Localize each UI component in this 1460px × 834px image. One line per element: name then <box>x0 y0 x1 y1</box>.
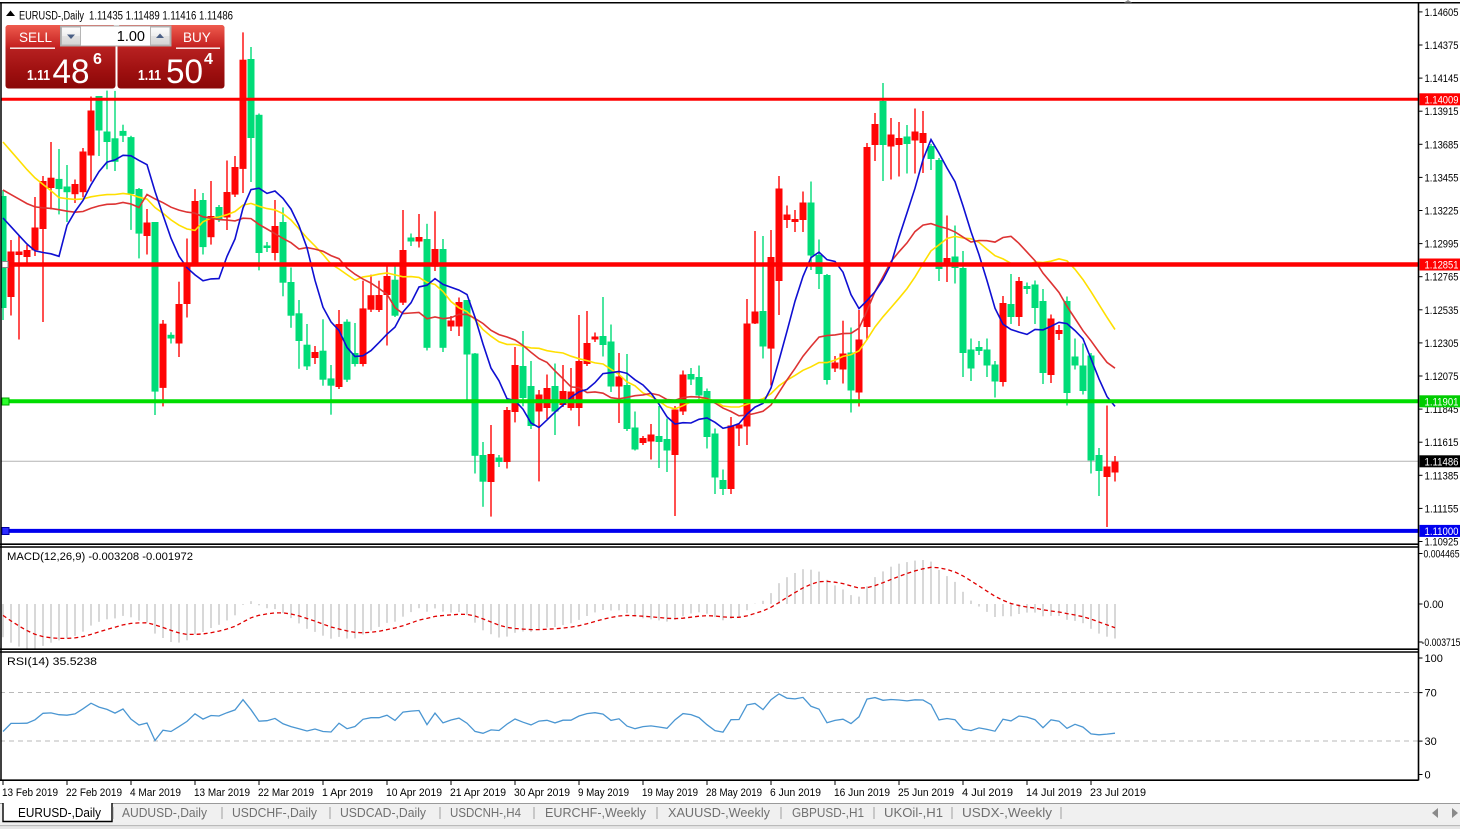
svg-text:22 Feb 2019: 22 Feb 2019 <box>66 787 122 799</box>
svg-text:1.13915: 1.13915 <box>1425 106 1459 118</box>
svg-text:22 Mar 2019: 22 Mar 2019 <box>258 787 314 799</box>
svg-text:1.14375: 1.14375 <box>1425 40 1459 52</box>
svg-text:28 May 2019: 28 May 2019 <box>706 787 762 799</box>
svg-text:14 Jul 2019: 14 Jul 2019 <box>1026 787 1082 799</box>
svg-text:USDCHF-,Daily: USDCHF-,Daily <box>232 806 318 820</box>
svg-text:RSI(14) 35.5238: RSI(14) 35.5238 <box>7 656 97 668</box>
svg-text:30: 30 <box>1425 736 1437 748</box>
svg-text:1.12995: 1.12995 <box>1425 239 1459 251</box>
svg-text:1.10925: 1.10925 <box>1425 537 1459 549</box>
svg-text:10 Apr 2019: 10 Apr 2019 <box>386 787 442 799</box>
svg-text:EURUSD-,Daily: EURUSD-,Daily <box>18 806 102 820</box>
svg-text:1.11155: 1.11155 <box>1425 503 1459 515</box>
svg-text:0: 0 <box>1425 770 1431 782</box>
svg-text:1.14145: 1.14145 <box>1425 73 1459 85</box>
svg-text:1.12765: 1.12765 <box>1425 272 1459 284</box>
svg-text:6 Jun 2019: 6 Jun 2019 <box>770 787 821 799</box>
svg-text:1.14009: 1.14009 <box>1425 94 1459 106</box>
svg-text:70: 70 <box>1425 688 1437 700</box>
svg-text:30 Apr 2019: 30 Apr 2019 <box>514 787 570 799</box>
svg-text:4 Mar 2019: 4 Mar 2019 <box>130 787 181 799</box>
svg-text:XAUUSD-,Weekly: XAUUSD-,Weekly <box>668 806 771 820</box>
svg-text:1.12305: 1.12305 <box>1425 338 1459 350</box>
svg-text:50: 50 <box>166 53 203 91</box>
svg-text:4 Jul 2019: 4 Jul 2019 <box>962 787 1013 799</box>
svg-text:1.12535: 1.12535 <box>1425 305 1459 317</box>
svg-text:1.11486: 1.11486 <box>1425 456 1459 468</box>
svg-text:21 Apr 2019: 21 Apr 2019 <box>450 787 506 799</box>
svg-text:13 Feb 2019: 13 Feb 2019 <box>2 787 58 799</box>
svg-text:1.00: 1.00 <box>117 29 145 45</box>
svg-text:9 May 2019: 9 May 2019 <box>578 787 629 799</box>
svg-text:SELL: SELL <box>19 30 53 45</box>
svg-text:13 Mar 2019: 13 Mar 2019 <box>194 787 250 799</box>
svg-text:1.11435 1.11489 1.11416 1.1148: 1.11435 1.11489 1.11416 1.11486 <box>89 11 233 23</box>
svg-text:1.12851: 1.12851 <box>1425 260 1459 272</box>
svg-text:1.13685: 1.13685 <box>1425 139 1459 151</box>
svg-text:1.11385: 1.11385 <box>1425 470 1459 482</box>
svg-text:1.11000: 1.11000 <box>1425 526 1459 538</box>
svg-text:MACD(12,26,9) -0.003208 -0.001: MACD(12,26,9) -0.003208 -0.001972 <box>7 551 193 563</box>
svg-text:48: 48 <box>53 53 90 91</box>
svg-text:19 May 2019: 19 May 2019 <box>642 787 698 799</box>
svg-text:0.00: 0.00 <box>1424 599 1444 611</box>
svg-text:23 Jul 2019: 23 Jul 2019 <box>1090 787 1146 799</box>
svg-text:6: 6 <box>93 51 102 68</box>
svg-text:1.11: 1.11 <box>138 68 161 84</box>
svg-text:EURUSD-,Daily: EURUSD-,Daily <box>19 11 84 23</box>
svg-text:GBPUSD-,H1: GBPUSD-,H1 <box>792 806 864 820</box>
svg-text:1.11: 1.11 <box>27 68 50 84</box>
svg-text:USDX-,Weekly: USDX-,Weekly <box>962 806 1053 820</box>
svg-text:1 Apr 2019: 1 Apr 2019 <box>322 787 373 799</box>
svg-text:1.12075: 1.12075 <box>1425 371 1459 383</box>
svg-text:1.14605: 1.14605 <box>1425 7 1459 19</box>
svg-text:1.13455: 1.13455 <box>1425 172 1459 184</box>
svg-text:4: 4 <box>204 51 213 68</box>
svg-text:UKOil-,H1: UKOil-,H1 <box>884 806 943 820</box>
svg-text:1.13225: 1.13225 <box>1425 206 1459 218</box>
svg-text:100: 100 <box>1425 653 1443 665</box>
svg-text:AUDUSD-,Daily: AUDUSD-,Daily <box>122 806 208 820</box>
svg-text:1.11615: 1.11615 <box>1425 437 1459 449</box>
svg-text:-0.003715: -0.003715 <box>1422 637 1460 649</box>
svg-text:16 Jun 2019: 16 Jun 2019 <box>834 787 890 799</box>
svg-text:USDCNH-,H4: USDCNH-,H4 <box>450 806 521 820</box>
svg-text:EURCHF-,Weekly: EURCHF-,Weekly <box>545 806 647 820</box>
svg-text:USDCAD-,Daily: USDCAD-,Daily <box>340 806 427 820</box>
svg-text:0.004465: 0.004465 <box>1424 549 1460 561</box>
svg-text:1.11901: 1.11901 <box>1425 396 1459 408</box>
svg-text:25 Jun 2019: 25 Jun 2019 <box>898 787 954 799</box>
svg-text:BUY: BUY <box>183 30 211 45</box>
